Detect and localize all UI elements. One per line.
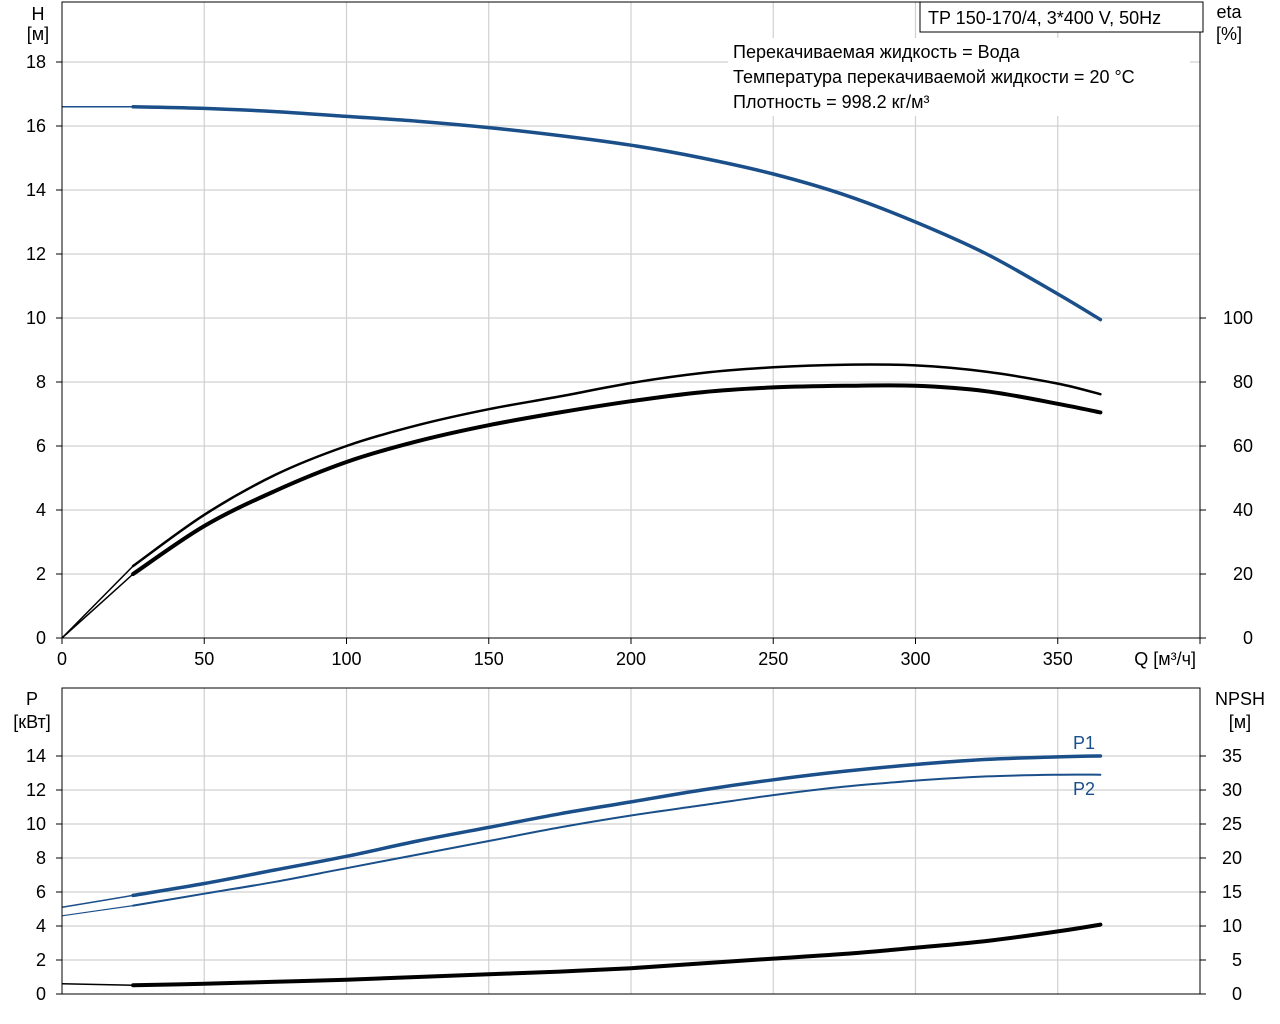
annotation-background: [728, 38, 1190, 116]
power-p2-curve-extension-line: [61, 905, 134, 917]
bottom-y2-tick-label: 0: [1232, 984, 1242, 1004]
efficiency-pump-curve-extension-line: [61, 565, 134, 639]
bottom-y2-tick-label: 35: [1222, 746, 1242, 766]
series-layer: [61, 105, 1103, 988]
head-curve-line: [131, 105, 1103, 322]
bottom-y2-tick-label: 20: [1222, 848, 1242, 868]
top-y-axis-label: H: [32, 4, 45, 24]
top-y-tick-label: 16: [26, 116, 46, 136]
bottom-y-tick-label: 12: [26, 780, 46, 800]
top-y-axis-unit: [м]: [27, 24, 49, 44]
annotation-density: Плотность = 998.2 кг/м³: [733, 92, 929, 112]
x-tick-label: 300: [900, 649, 930, 669]
bottom-chart-grid: [62, 688, 1200, 994]
top-y-tick-label: 10: [26, 308, 46, 328]
p2-series-label: P2: [1073, 779, 1095, 799]
efficiency-pump-curve-line: [131, 363, 1102, 568]
bottom-y2-tick-label: 15: [1222, 882, 1242, 902]
chart-title: TP 150-170/4, 3*400 V, 50Hz: [928, 8, 1161, 28]
top-y-tick-label: 0: [36, 628, 46, 648]
bottom-y-axis-label: P: [26, 689, 38, 709]
x-tick-label: 250: [758, 649, 788, 669]
x-tick-label: 100: [331, 649, 361, 669]
bottom-y2-tick-label: 10: [1222, 916, 1242, 936]
bottom-y-tick-label: 14: [26, 746, 46, 766]
power-p1-curve-line: [131, 754, 1103, 898]
top-y2-tick-label: 60: [1233, 436, 1253, 456]
top-y-tick-label: 14: [26, 180, 46, 200]
tick-labels-layer: 0 50 100 150 200 250 300 3500246810121416180204…: [26, 52, 1253, 1004]
bottom-y2-tick-label: 25: [1222, 814, 1242, 834]
x-tick-label: 150: [474, 649, 504, 669]
npsh-curve-line: [131, 922, 1103, 988]
p1-series-label: P1: [1073, 733, 1095, 753]
x-axis-label: Q [м³/ч]: [1134, 649, 1196, 669]
top-y2-tick-label: 20: [1233, 564, 1253, 584]
top-y2-tick-label: 0: [1243, 628, 1253, 648]
efficiency-total-curve-line: [131, 383, 1103, 576]
x-tick-label: 0: [57, 649, 67, 669]
annotation-liquid: Перекачиваемая жидкость = Вода: [733, 42, 1021, 62]
efficiency-total-curve-extension-line: [61, 573, 134, 639]
bottom-y2-axis-label: NPSH: [1215, 689, 1265, 709]
bottom-y2-axis-unit: [м]: [1229, 712, 1251, 732]
annotation-temperature: Температура перекачиваемой жидкости = 20…: [733, 67, 1135, 87]
top-y-tick-label: 8: [36, 372, 46, 392]
top-y2-tick-label: 40: [1233, 500, 1253, 520]
bottom-y-tick-label: 0: [36, 984, 46, 1004]
bottom-y2-tick-label: 30: [1222, 780, 1242, 800]
top-y-tick-label: 12: [26, 244, 46, 264]
top-y-tick-label: 4: [36, 500, 46, 520]
bottom-y-tick-label: 2: [36, 950, 46, 970]
x-tick-label: 350: [1043, 649, 1073, 669]
top-y-tick-label: 6: [36, 436, 46, 456]
bottom-chart-frame: [61, 687, 1201, 995]
bottom-y-tick-label: 8: [36, 848, 46, 868]
top-y-tick-label: 18: [26, 52, 46, 72]
x-tick-label: 200: [616, 649, 646, 669]
bottom-y-axis-unit: [кВт]: [13, 712, 51, 732]
top-y2-tick-label: 100: [1223, 308, 1253, 328]
bottom-y2-tick-label: 5: [1232, 950, 1242, 970]
power-p2-curve-line: [132, 773, 1102, 907]
bottom-y-tick-label: 10: [26, 814, 46, 834]
power-p1-curve-extension-line: [61, 894, 134, 909]
bottom-y-tick-label: 4: [36, 916, 46, 936]
top-y2-axis-unit: [%]: [1216, 24, 1242, 44]
npsh-curve-extension-line: [61, 983, 134, 986]
bottom-y-tick-label: 6: [36, 882, 46, 902]
top-y-tick-label: 2: [36, 564, 46, 584]
x-tick-label: 50: [194, 649, 214, 669]
title-box: [919, 1, 1204, 33]
top-y2-tick-label: 80: [1233, 372, 1253, 392]
top-y2-axis-label: eta: [1216, 2, 1242, 22]
